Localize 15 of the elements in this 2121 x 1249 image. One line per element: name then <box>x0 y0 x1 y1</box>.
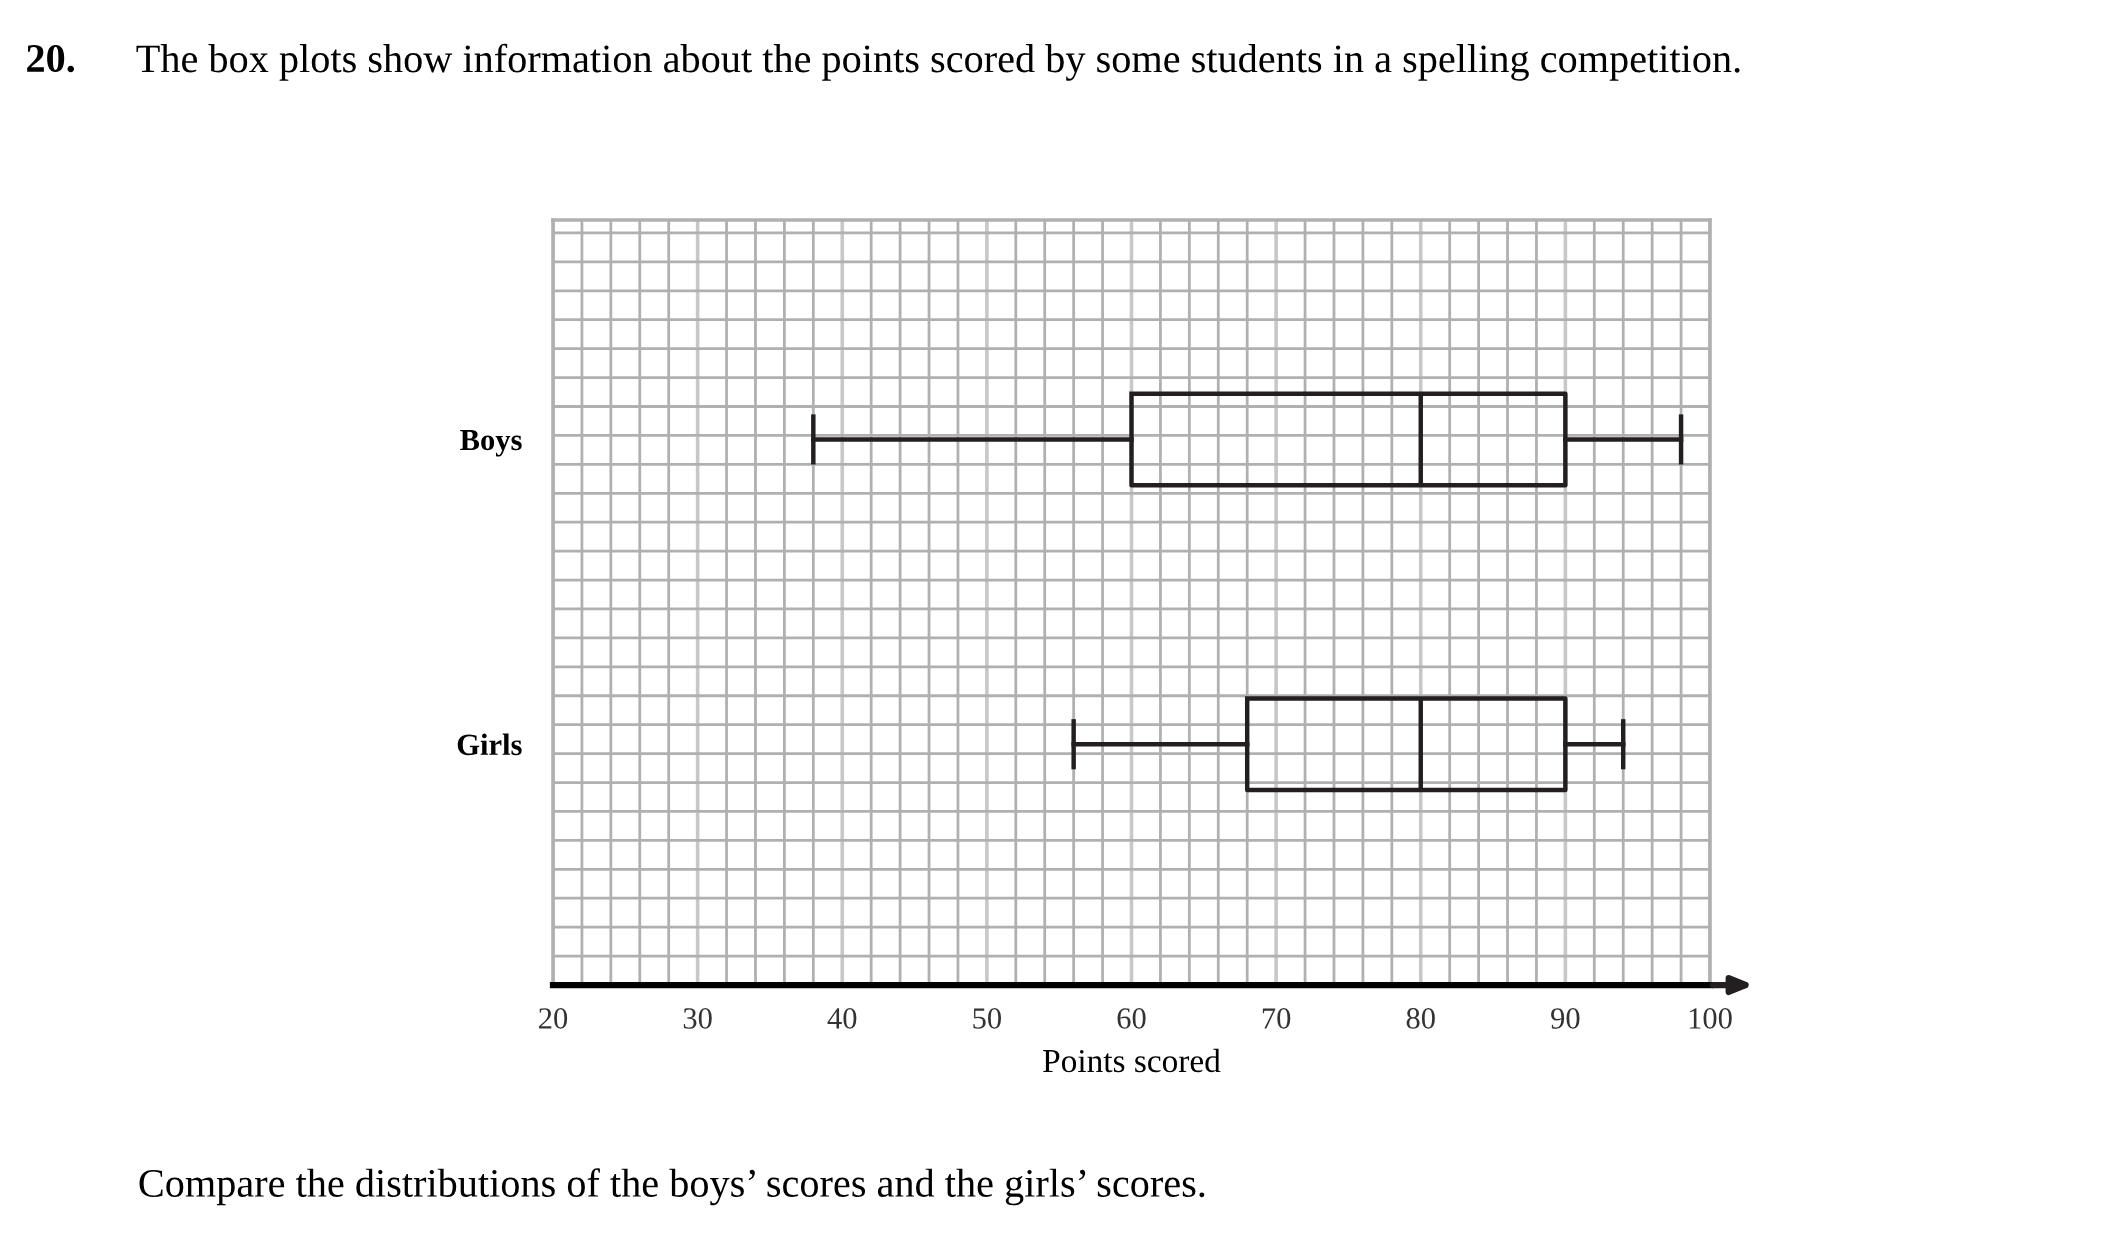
x-tick-label: 60 <box>1117 1008 1146 1029</box>
y-tick-label: Girls <box>457 733 522 756</box>
y-tick-label: Boys <box>460 429 522 457</box>
x-tick-label: 30 <box>683 1008 712 1029</box>
x-axis-title: Points scored <box>1043 1048 1221 1073</box>
x-tick-label: 40 <box>827 1008 857 1029</box>
chart-title: The box plots show information about the points scored by some students in a spelling competition. <box>136 43 1740 81</box>
text: 20. <box>27 44 75 73</box>
x-tick-label: 100 <box>1689 1008 1732 1029</box>
x-tick-label: 80 <box>1406 1008 1435 1029</box>
x-tick-label: 90 <box>1551 1008 1580 1029</box>
x-tick-label: 50 <box>973 1008 1001 1029</box>
x-tick-label: 20 <box>539 1008 568 1029</box>
text: Compare the distributions of the boys’ scores and the girls’ scores. <box>139 1168 1205 1206</box>
x-tick-label: 70 <box>1262 1008 1291 1029</box>
